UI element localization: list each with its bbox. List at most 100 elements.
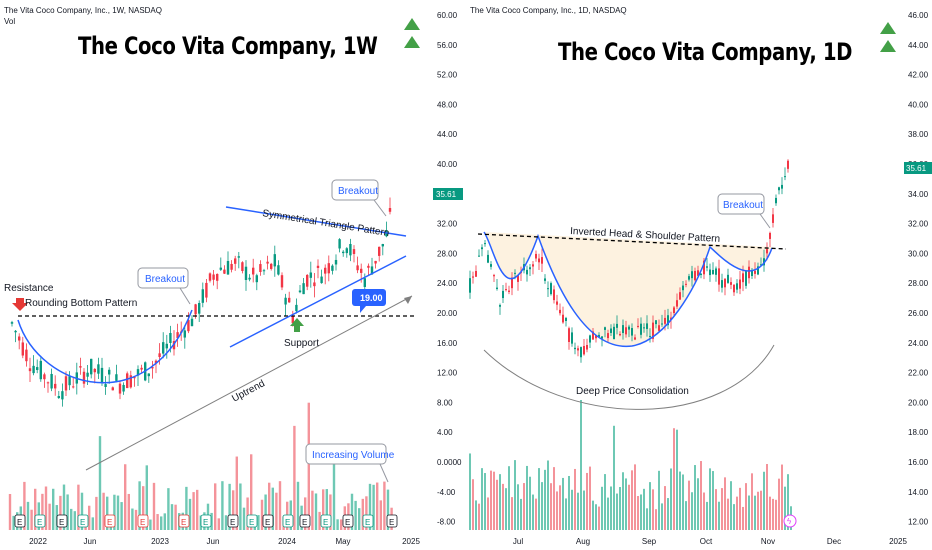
y-axis: 60.0056.0052.0048.0044.0040.0036.0032.00… xyxy=(437,11,462,527)
triangle-label: Symmetrical Triangle Pattern xyxy=(262,208,391,239)
candle-body xyxy=(787,160,789,169)
candle-body xyxy=(766,249,768,254)
x-tick-label: 2025 xyxy=(889,537,907,546)
candle-body xyxy=(700,273,702,276)
candle-body xyxy=(745,271,747,286)
candle-body xyxy=(198,303,201,314)
volume-bar xyxy=(565,498,567,530)
support-label: Support xyxy=(284,338,319,349)
volume-bar xyxy=(214,483,217,530)
candle-body xyxy=(378,246,381,256)
volume-bar xyxy=(372,484,375,530)
candle-body xyxy=(661,323,663,325)
candle-body xyxy=(781,184,783,189)
earnings-marker-label: E xyxy=(140,518,145,527)
chart-title: The Coco Vita Company, 1D xyxy=(558,38,853,66)
y-tick-label: 56.00 xyxy=(437,41,458,50)
candle-body xyxy=(775,197,777,204)
candle-body xyxy=(652,322,654,339)
uptrend-label: Uptrend xyxy=(230,378,267,404)
volume-bar xyxy=(487,497,489,530)
y-tick-label: 44.00 xyxy=(437,130,458,139)
volume-bar xyxy=(232,490,235,530)
y-tick-label: 12.00 xyxy=(908,518,929,527)
volume-bar xyxy=(142,486,145,530)
volume-bar xyxy=(616,493,618,530)
weekly-chart-panel[interactable]: The Vita Coco Company, Inc., 1W, NASDAQ … xyxy=(0,0,466,550)
y-tick-label: 38.00 xyxy=(908,130,929,139)
candle-body xyxy=(715,268,717,275)
bullish-arrow-icon xyxy=(404,18,420,30)
volume-bar xyxy=(574,468,576,530)
y-axis: 46.0044.0042.0040.0038.0036.0034.0032.00… xyxy=(908,11,929,527)
volume-bar xyxy=(523,483,525,530)
candle-body xyxy=(262,270,266,272)
candle-body xyxy=(697,270,699,276)
x-tick-label: Jun xyxy=(207,537,220,546)
candle-body xyxy=(772,214,774,223)
candle-body xyxy=(367,265,370,268)
volume-bar xyxy=(120,502,123,530)
volume-bar xyxy=(478,503,480,530)
candle-body xyxy=(613,326,615,340)
support-tag-label: 19.00 xyxy=(360,293,383,303)
volume-bar xyxy=(700,461,702,530)
y-tick-label: 0.0000 xyxy=(437,458,462,467)
volume-bar xyxy=(619,487,621,530)
volume-bar xyxy=(754,495,756,530)
volume-bar xyxy=(496,479,498,530)
breakout-label-1: Breakout xyxy=(145,274,185,285)
candle-body xyxy=(484,243,486,245)
volume-bar xyxy=(196,489,199,530)
bullish-arrow-icon xyxy=(880,40,896,52)
support-price-tag xyxy=(352,289,386,306)
volume-bar xyxy=(239,483,242,530)
volume-bar xyxy=(724,477,726,530)
volume-bar xyxy=(559,485,561,530)
volume-bar xyxy=(586,472,588,530)
candle-body xyxy=(694,270,696,281)
candle-body xyxy=(201,289,204,303)
candle-body xyxy=(223,269,226,274)
candle-body xyxy=(706,266,708,268)
candle-body xyxy=(541,257,543,264)
rounding-bottom-label: Rounding Bottom Pattern xyxy=(25,298,137,309)
y-tick-label: 12.00 xyxy=(437,369,458,378)
volume-bar xyxy=(562,477,564,530)
y-tick-label: 28.00 xyxy=(437,249,458,258)
earnings-marker-icon xyxy=(137,514,149,528)
volume-bar xyxy=(188,498,192,530)
earnings-marker-label: E xyxy=(249,518,254,527)
candle-body xyxy=(212,274,215,280)
x-tick-label: Dec xyxy=(827,537,841,546)
volume-bar xyxy=(275,492,278,530)
volume-bar xyxy=(649,482,651,530)
candle-body xyxy=(54,383,57,389)
earnings-marker-icon xyxy=(299,514,311,528)
volume-bar xyxy=(721,488,723,530)
volume-bar xyxy=(679,471,681,530)
candle-body xyxy=(216,273,219,281)
candle-body xyxy=(598,334,600,337)
volume-bar xyxy=(775,499,777,530)
candle-body xyxy=(673,307,675,314)
x-axis: 2022 Jun 2023 Jun 2024 May 2025 xyxy=(29,537,420,546)
volume-bar xyxy=(508,466,510,530)
candle-body xyxy=(784,176,786,178)
candle-body xyxy=(712,269,714,275)
volume-bar xyxy=(667,498,669,530)
candle-body xyxy=(266,261,269,264)
volume-bar xyxy=(472,479,474,530)
daily-chart-panel[interactable]: The Vita Coco Company, Inc., 1D, NASDAQ … xyxy=(466,0,932,550)
y-tick-label: 48.00 xyxy=(437,100,458,109)
candle-body xyxy=(568,328,570,342)
earnings-marker-label: E xyxy=(203,518,208,527)
candle-body xyxy=(306,274,309,287)
candles xyxy=(10,197,392,407)
y-tick-label: 14.00 xyxy=(908,488,929,497)
candle-body xyxy=(342,251,345,254)
candle-body xyxy=(241,262,244,272)
candle-body xyxy=(664,317,666,324)
bullish-arrow-icon xyxy=(880,22,896,34)
volume-bar xyxy=(368,483,372,530)
